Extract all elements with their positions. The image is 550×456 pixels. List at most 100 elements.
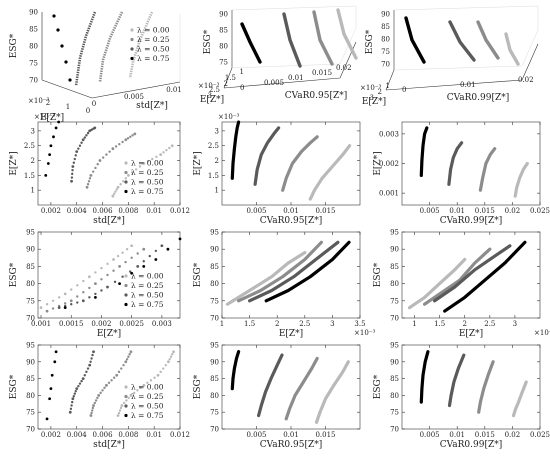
data-point [142,383,146,387]
series-l075 [63,237,182,310]
z-tick-label: 70 [29,77,38,85]
y-axis-label: E[Z*] [373,151,383,175]
y-tick-label: 2 [31,157,35,165]
data-point [85,185,89,189]
data-point [112,192,116,196]
series-line [230,350,241,391]
plot-frame [221,231,361,319]
data-point [74,390,77,393]
data-point [85,134,88,137]
data-point [71,400,74,404]
series-l050 [282,12,302,68]
y-axis-label: CVaR0.95[Z*] [285,91,348,101]
data-point [121,140,124,144]
series-l000 [336,8,358,60]
series-line [513,161,529,198]
x-tick-label: 0.002 [41,207,61,215]
data-point [80,379,83,383]
x-tick-label: 0 [86,107,90,115]
y-tick-label: 90 [210,358,219,366]
y-tick-label: 90 [210,246,219,254]
y-tick-label: 95 [210,229,219,237]
data-point [54,126,58,130]
x-axis-line [41,79,93,99]
x-tick-label: 3 [370,94,374,102]
data-point [162,367,165,370]
series-l025 [85,132,137,189]
series-l075 [264,240,351,303]
y-tick-label: 90 [26,246,35,254]
y-tick-label: 1 [215,187,219,195]
z-tick-label: 80 [29,43,38,51]
data-point [112,376,116,379]
data-point [63,292,67,296]
series-line [477,360,495,414]
panel-p21: 0.002 0.004 0.006 0.008 0.01 0.012 1 1.5 2 2.5 3 st… [9,113,190,226]
y-tick-label: 2.5 [24,142,35,150]
x-tick-label: 0.01 [146,431,162,439]
data-point [149,379,153,382]
series-line [314,360,350,424]
z-axis-label: ESG* [203,29,213,54]
data-point [80,141,83,144]
data-point [68,78,72,82]
data-point [86,183,90,186]
y-tick-label: 80 [390,392,399,400]
y-tick-label: 85 [26,263,35,271]
x-axis-label: E[Z*] [97,329,121,339]
y-tick-label: 75 [26,297,35,305]
data-point [118,143,121,146]
data-point [122,401,126,405]
y-axis-label: CVaR0.99[Z*] [447,93,510,103]
data-point [73,392,76,395]
data-point [89,414,93,417]
legend-label: λ = 0.00 [137,26,170,35]
z-tick-label: 80 [381,36,390,44]
data-point [63,306,67,310]
data-point [57,296,61,299]
series-line [225,251,307,306]
y-tick-label: 0.02 [336,64,352,72]
data-point [133,132,137,136]
data-point [131,171,134,174]
data-point [86,131,90,135]
series-l075 [230,120,241,180]
y-tick-label: 95 [210,342,219,350]
series-line [511,380,528,418]
svg-text:ESG*: ESG* [203,29,213,54]
series-l000 [111,144,174,198]
z-tick-label: 90 [219,11,228,19]
panel-p13: 70 75 80 85 90 321 0 0.01 0.02 ESG* E[Z*] CVaR0.99[… [360,5,539,107]
data-point [113,280,117,284]
data-point [108,150,111,153]
data-point [168,358,171,361]
legend-marker [124,293,128,297]
panel-p32: 1 1.5 2 2.5 3 3.5 70 75 80 85 90 95 E[Z*] ESG* ×10⁻³ [193,229,375,340]
series-l000 [128,11,154,79]
legend-label: λ = 0.00 [131,272,164,281]
y-axis-label: ESG* [373,262,383,287]
data-point [132,391,136,395]
legend-label: λ = 0.50 [131,402,164,411]
data-point [106,273,109,277]
data-point [118,409,122,412]
data-point [90,357,93,360]
legend-label: λ = 0.25 [131,392,164,401]
data-point [88,177,92,180]
series-l075 [443,240,527,313]
z-tick-label: 75 [219,59,228,67]
data-point [94,271,97,274]
y-tick-label: 80 [26,392,35,400]
data-point [52,14,56,18]
legend-marker [124,274,128,278]
y-tick-label: 0.02 [518,76,534,84]
data-point [111,194,115,198]
y-tick-label: 0.001 [379,190,399,198]
x-tick-label: 1 [386,82,390,90]
data-point [69,299,73,303]
data-point [75,150,79,154]
y-axis-label: E[Z*] [9,151,19,175]
series-l025 [281,135,319,192]
series-l050 [448,20,476,62]
data-point [139,386,142,390]
